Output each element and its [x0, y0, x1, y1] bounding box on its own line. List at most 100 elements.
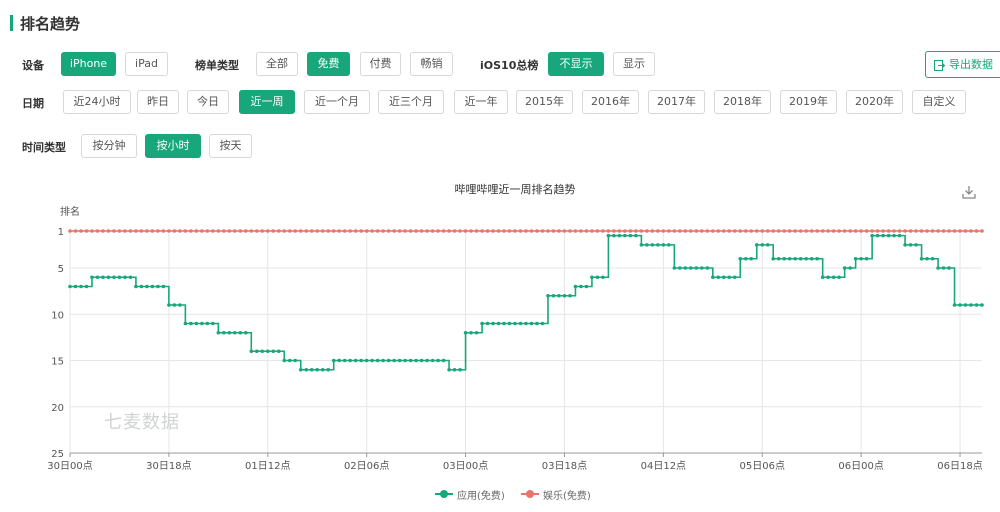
date-option-2015[interactable]: 2015年	[516, 90, 573, 114]
list-type-option-free[interactable]: 免费	[307, 52, 350, 76]
time-type-option-day[interactable]: 按天	[209, 134, 252, 158]
series-point-1	[743, 229, 748, 233]
date-option-yesterday[interactable]: 昨日	[137, 90, 179, 114]
legend-item-category[interactable]: 娱乐(免费)	[521, 486, 591, 502]
series-point-1	[815, 229, 819, 233]
series-point-1	[480, 229, 484, 233]
series-point-1	[518, 229, 523, 233]
y-axis-title: 排名	[60, 205, 80, 218]
series-point-1	[216, 229, 221, 233]
series-point-1	[68, 229, 72, 233]
series-point-1	[705, 229, 710, 233]
date-option-week[interactable]: 近一周	[239, 90, 295, 114]
date-option-2019[interactable]: 2019年	[780, 90, 837, 114]
list-type-option-grossing[interactable]: 畅销	[410, 52, 453, 76]
series-point-0	[403, 358, 407, 363]
series-point-1	[853, 229, 858, 233]
series-point-1	[529, 229, 534, 233]
series-point-1	[809, 229, 814, 233]
series-point-1	[419, 229, 424, 233]
series-point-0	[958, 303, 962, 307]
series-point-0	[211, 321, 215, 326]
series-point-1	[749, 229, 754, 233]
date-option-2017[interactable]: 2017年	[648, 90, 705, 114]
series-point-1	[930, 229, 935, 233]
series-point-0	[150, 284, 155, 289]
series-point-0	[513, 321, 517, 326]
series-point-1	[150, 229, 155, 233]
date-option-custom[interactable]: 自定义	[912, 90, 966, 114]
ios10-option-show[interactable]: 显示	[613, 52, 655, 76]
y-tick-label: 25	[51, 449, 64, 460]
series-point-1	[260, 229, 265, 233]
series-point-0	[710, 275, 715, 280]
series-point-0	[156, 284, 160, 289]
device-option-ipad[interactable]: iPad	[125, 52, 168, 76]
series-point-0	[304, 367, 309, 372]
series-point-1	[760, 229, 765, 233]
series-point-0	[776, 256, 781, 261]
date-option-month[interactable]: 近一个月	[304, 90, 370, 114]
series-point-1	[458, 229, 462, 233]
device-option-iphone[interactable]: iPhone	[61, 52, 116, 76]
date-option-24h[interactable]: 近24小时	[63, 90, 131, 114]
series-point-1	[254, 229, 259, 233]
ios10-option-hide[interactable]: 不显示	[548, 52, 604, 76]
series-point-1	[595, 229, 600, 233]
series-point-1	[639, 229, 644, 233]
series-point-0	[485, 321, 490, 326]
series-point-1	[590, 229, 594, 233]
date-option-today[interactable]: 今日	[187, 90, 229, 114]
series-point-0	[194, 321, 199, 326]
date-label: 日期	[22, 97, 44, 110]
series-point-1	[244, 229, 248, 233]
series-point-0	[557, 293, 561, 298]
series-point-1	[392, 229, 396, 233]
series-point-1	[628, 229, 633, 233]
list-type-option-paid[interactable]: 付费	[360, 52, 401, 76]
series-point-0	[139, 284, 144, 289]
legend-swatch-category	[521, 490, 539, 498]
time-type-option-minute[interactable]: 按分钟	[81, 134, 137, 158]
download-icon[interactable]	[962, 185, 976, 199]
series-point-1	[447, 229, 451, 233]
series-point-0	[595, 275, 600, 280]
export-data-button[interactable]: 导出数据	[925, 51, 1000, 78]
x-tick-label: 30日18点	[146, 460, 191, 472]
series-point-1	[958, 229, 962, 233]
series-point-0	[189, 321, 193, 326]
series-point-1	[381, 229, 385, 233]
series-point-0	[914, 243, 918, 247]
series-point-1	[919, 229, 924, 233]
date-option-3months[interactable]: 近三个月	[378, 90, 444, 114]
x-tick-label: 01日12点	[245, 460, 290, 472]
date-option-year[interactable]: 近一年	[454, 90, 508, 114]
legend-item-app[interactable]: 应用(免费)	[435, 486, 505, 502]
series-point-1	[227, 229, 232, 233]
series-point-1	[656, 229, 660, 233]
series-point-1	[859, 229, 863, 233]
series-point-1	[189, 229, 193, 233]
series-point-0	[244, 330, 248, 335]
series-point-1	[694, 229, 699, 233]
y-tick-label: 20	[51, 403, 64, 414]
date-option-2016[interactable]: 2016年	[582, 90, 639, 114]
series-point-1	[875, 229, 880, 233]
time-type-option-hour[interactable]: 按小时	[145, 134, 201, 158]
date-option-2018[interactable]: 2018年	[714, 90, 771, 114]
series-point-1	[502, 229, 506, 233]
series-point-1	[765, 229, 770, 233]
series-point-1	[128, 229, 133, 233]
series-point-1	[787, 229, 792, 233]
series-point-0	[348, 358, 352, 363]
series-point-0	[809, 256, 814, 261]
series-point-1	[194, 229, 199, 233]
y-tick-label: 5	[58, 264, 64, 275]
series-point-1	[178, 229, 182, 233]
series-point-0	[727, 275, 732, 280]
series-point-1	[804, 229, 808, 233]
date-option-2020[interactable]: 2020年	[846, 90, 903, 114]
series-point-1	[436, 229, 440, 233]
list-type-option-all[interactable]: 全部	[256, 52, 298, 76]
series-point-1	[172, 229, 177, 233]
